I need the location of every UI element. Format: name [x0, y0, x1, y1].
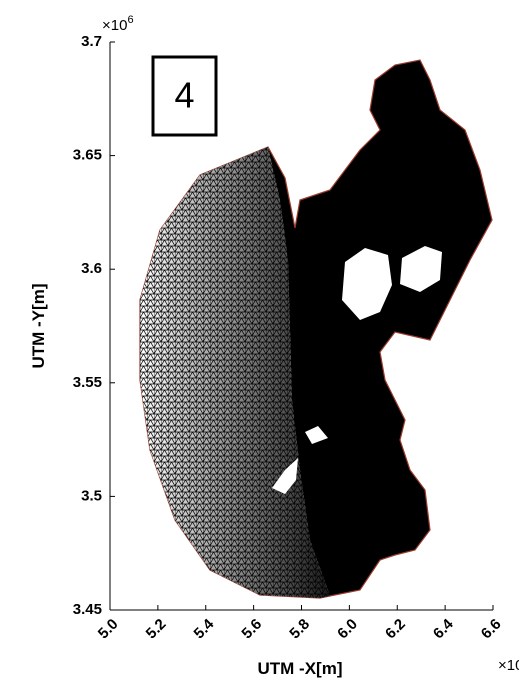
x-tick-label: 6.6	[478, 616, 505, 643]
y-multiplier-exponent: 6	[127, 14, 133, 26]
y-tick-label: 3.5	[81, 487, 102, 504]
x-tick-label: 6.2	[382, 616, 409, 643]
x-multiplier: ×10	[498, 657, 519, 674]
x-tick-label: 5.6	[238, 616, 265, 643]
chart: 4 UTM -X[m] UTM -Y[m] ×10 ×106 3.453.53.…	[0, 0, 519, 687]
panel-label: 4	[174, 75, 194, 116]
y-multiplier-base: ×10	[102, 17, 127, 34]
y-tick-label: 3.55	[73, 374, 102, 391]
page: 4 UTM -X[m] UTM -Y[m] ×10 ×106 3.453.53.…	[0, 0, 519, 687]
x-tick-label: 5.0	[95, 616, 122, 643]
y-tick-label: 3.6	[81, 260, 102, 277]
x-tick-label: 5.4	[191, 615, 218, 642]
mesh-domain	[140, 60, 492, 598]
y-multiplier: ×106	[102, 14, 134, 34]
x-axis-label: UTM -X[m]	[258, 659, 343, 678]
y-tick-label: 3.7	[81, 33, 102, 50]
y-tick-label: 3.65	[73, 147, 102, 164]
y-axis-label: UTM -Y[m]	[29, 284, 48, 369]
y-tick-label: 3.45	[73, 601, 102, 618]
x-tick-label: 6.4	[430, 615, 457, 642]
x-tick-label: 5.8	[286, 616, 313, 643]
x-tick-label: 6.0	[334, 616, 361, 643]
x-tick-label: 5.2	[143, 616, 170, 643]
